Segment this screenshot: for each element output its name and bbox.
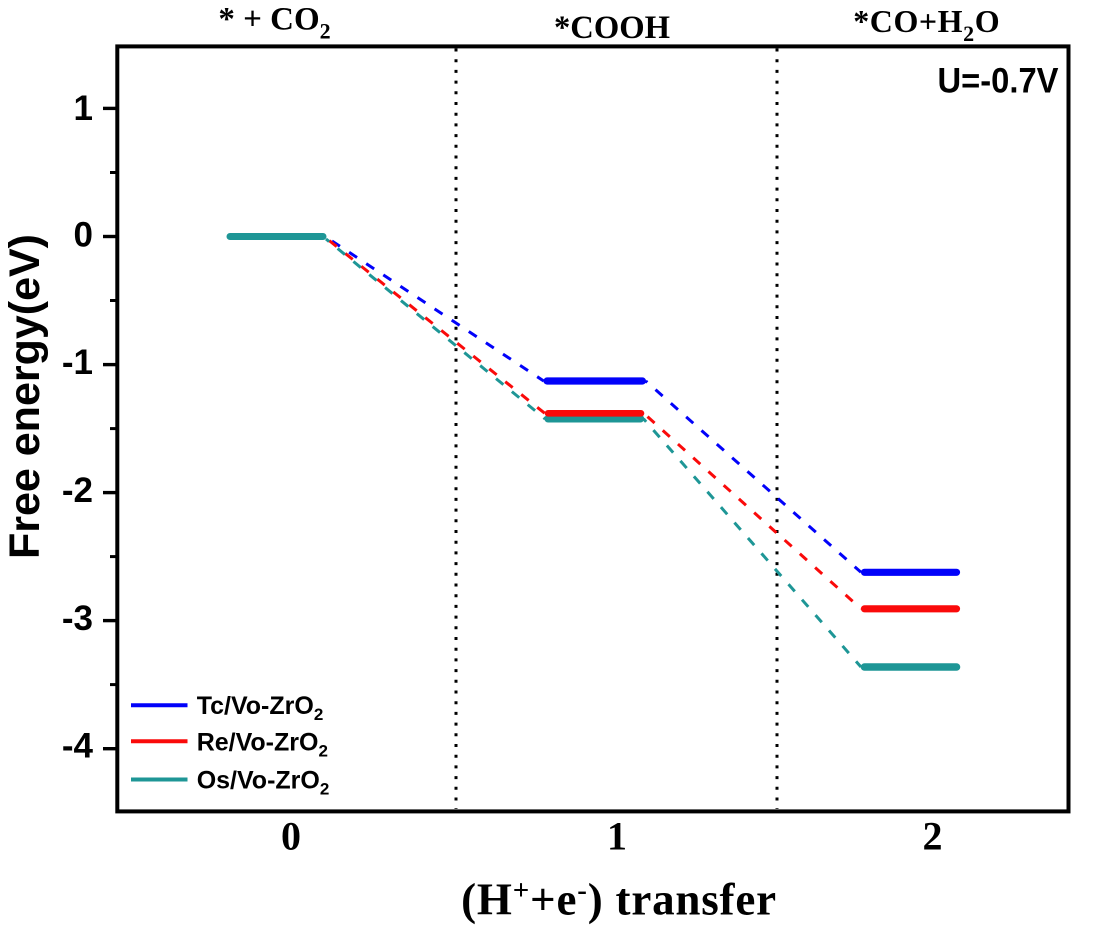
svg-text:-3: -3 xyxy=(62,599,93,638)
svg-text:*CO+H2O: *CO+H2O xyxy=(853,3,1000,46)
svg-text:1: 1 xyxy=(607,814,627,859)
svg-text:-2: -2 xyxy=(62,471,93,510)
svg-text:-4: -4 xyxy=(62,726,94,765)
svg-text:0: 0 xyxy=(281,814,301,859)
svg-text:0: 0 xyxy=(74,215,93,254)
svg-text:2: 2 xyxy=(923,814,943,859)
svg-text:U=-0.7V: U=-0.7V xyxy=(938,62,1060,101)
svg-text:* + CO2: * + CO2 xyxy=(218,2,330,44)
svg-text:-1: -1 xyxy=(62,343,93,382)
svg-text:1: 1 xyxy=(74,89,93,128)
svg-text:*COOH: *COOH xyxy=(554,10,670,46)
svg-text:Os/Vo-ZrO2: Os/Vo-ZrO2 xyxy=(197,767,330,799)
svg-text:(H++e-) transfer: (H++e-) transfer xyxy=(461,874,777,924)
svg-text:Free energy(eV): Free energy(eV) xyxy=(1,234,49,559)
svg-text:Tc/Vo-ZrO2: Tc/Vo-ZrO2 xyxy=(197,692,324,724)
svg-text:Re/Vo-ZrO2: Re/Vo-ZrO2 xyxy=(197,728,328,760)
